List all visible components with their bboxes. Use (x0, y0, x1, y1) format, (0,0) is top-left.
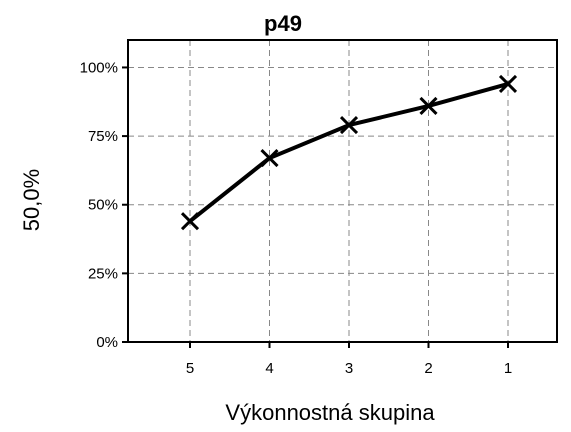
x-tick-label: 5 (186, 360, 194, 377)
x-tick-label: 3 (345, 360, 353, 377)
data-point-marker (260, 148, 279, 168)
y-axis: 0% 25% 50% 75% 100% (80, 59, 128, 351)
y-axis-label: 50,0% (19, 169, 44, 231)
data-point-marker (419, 96, 438, 115)
data-point-marker (180, 212, 200, 231)
y-tick-label: 100% (80, 59, 118, 76)
data-point-marker (498, 74, 518, 93)
x-tick-label: 4 (265, 360, 273, 377)
y-tick-label: 75% (88, 128, 118, 145)
markers (180, 74, 518, 231)
x-tick-label: 2 (424, 360, 432, 377)
x-axis: 5 4 3 2 1 (186, 342, 512, 377)
grid-layer (128, 40, 557, 342)
plot-frame (127, 39, 558, 343)
y-tick-label: 50% (88, 197, 118, 214)
chart-title: p49 (264, 11, 302, 36)
x-tick-label: 1 (504, 360, 512, 377)
x-axis-label: Výkonnostná skupina (225, 400, 435, 425)
data-point-marker (339, 116, 359, 135)
y-tick-label: 25% (88, 265, 118, 282)
y-tick-label: 0% (96, 334, 118, 351)
